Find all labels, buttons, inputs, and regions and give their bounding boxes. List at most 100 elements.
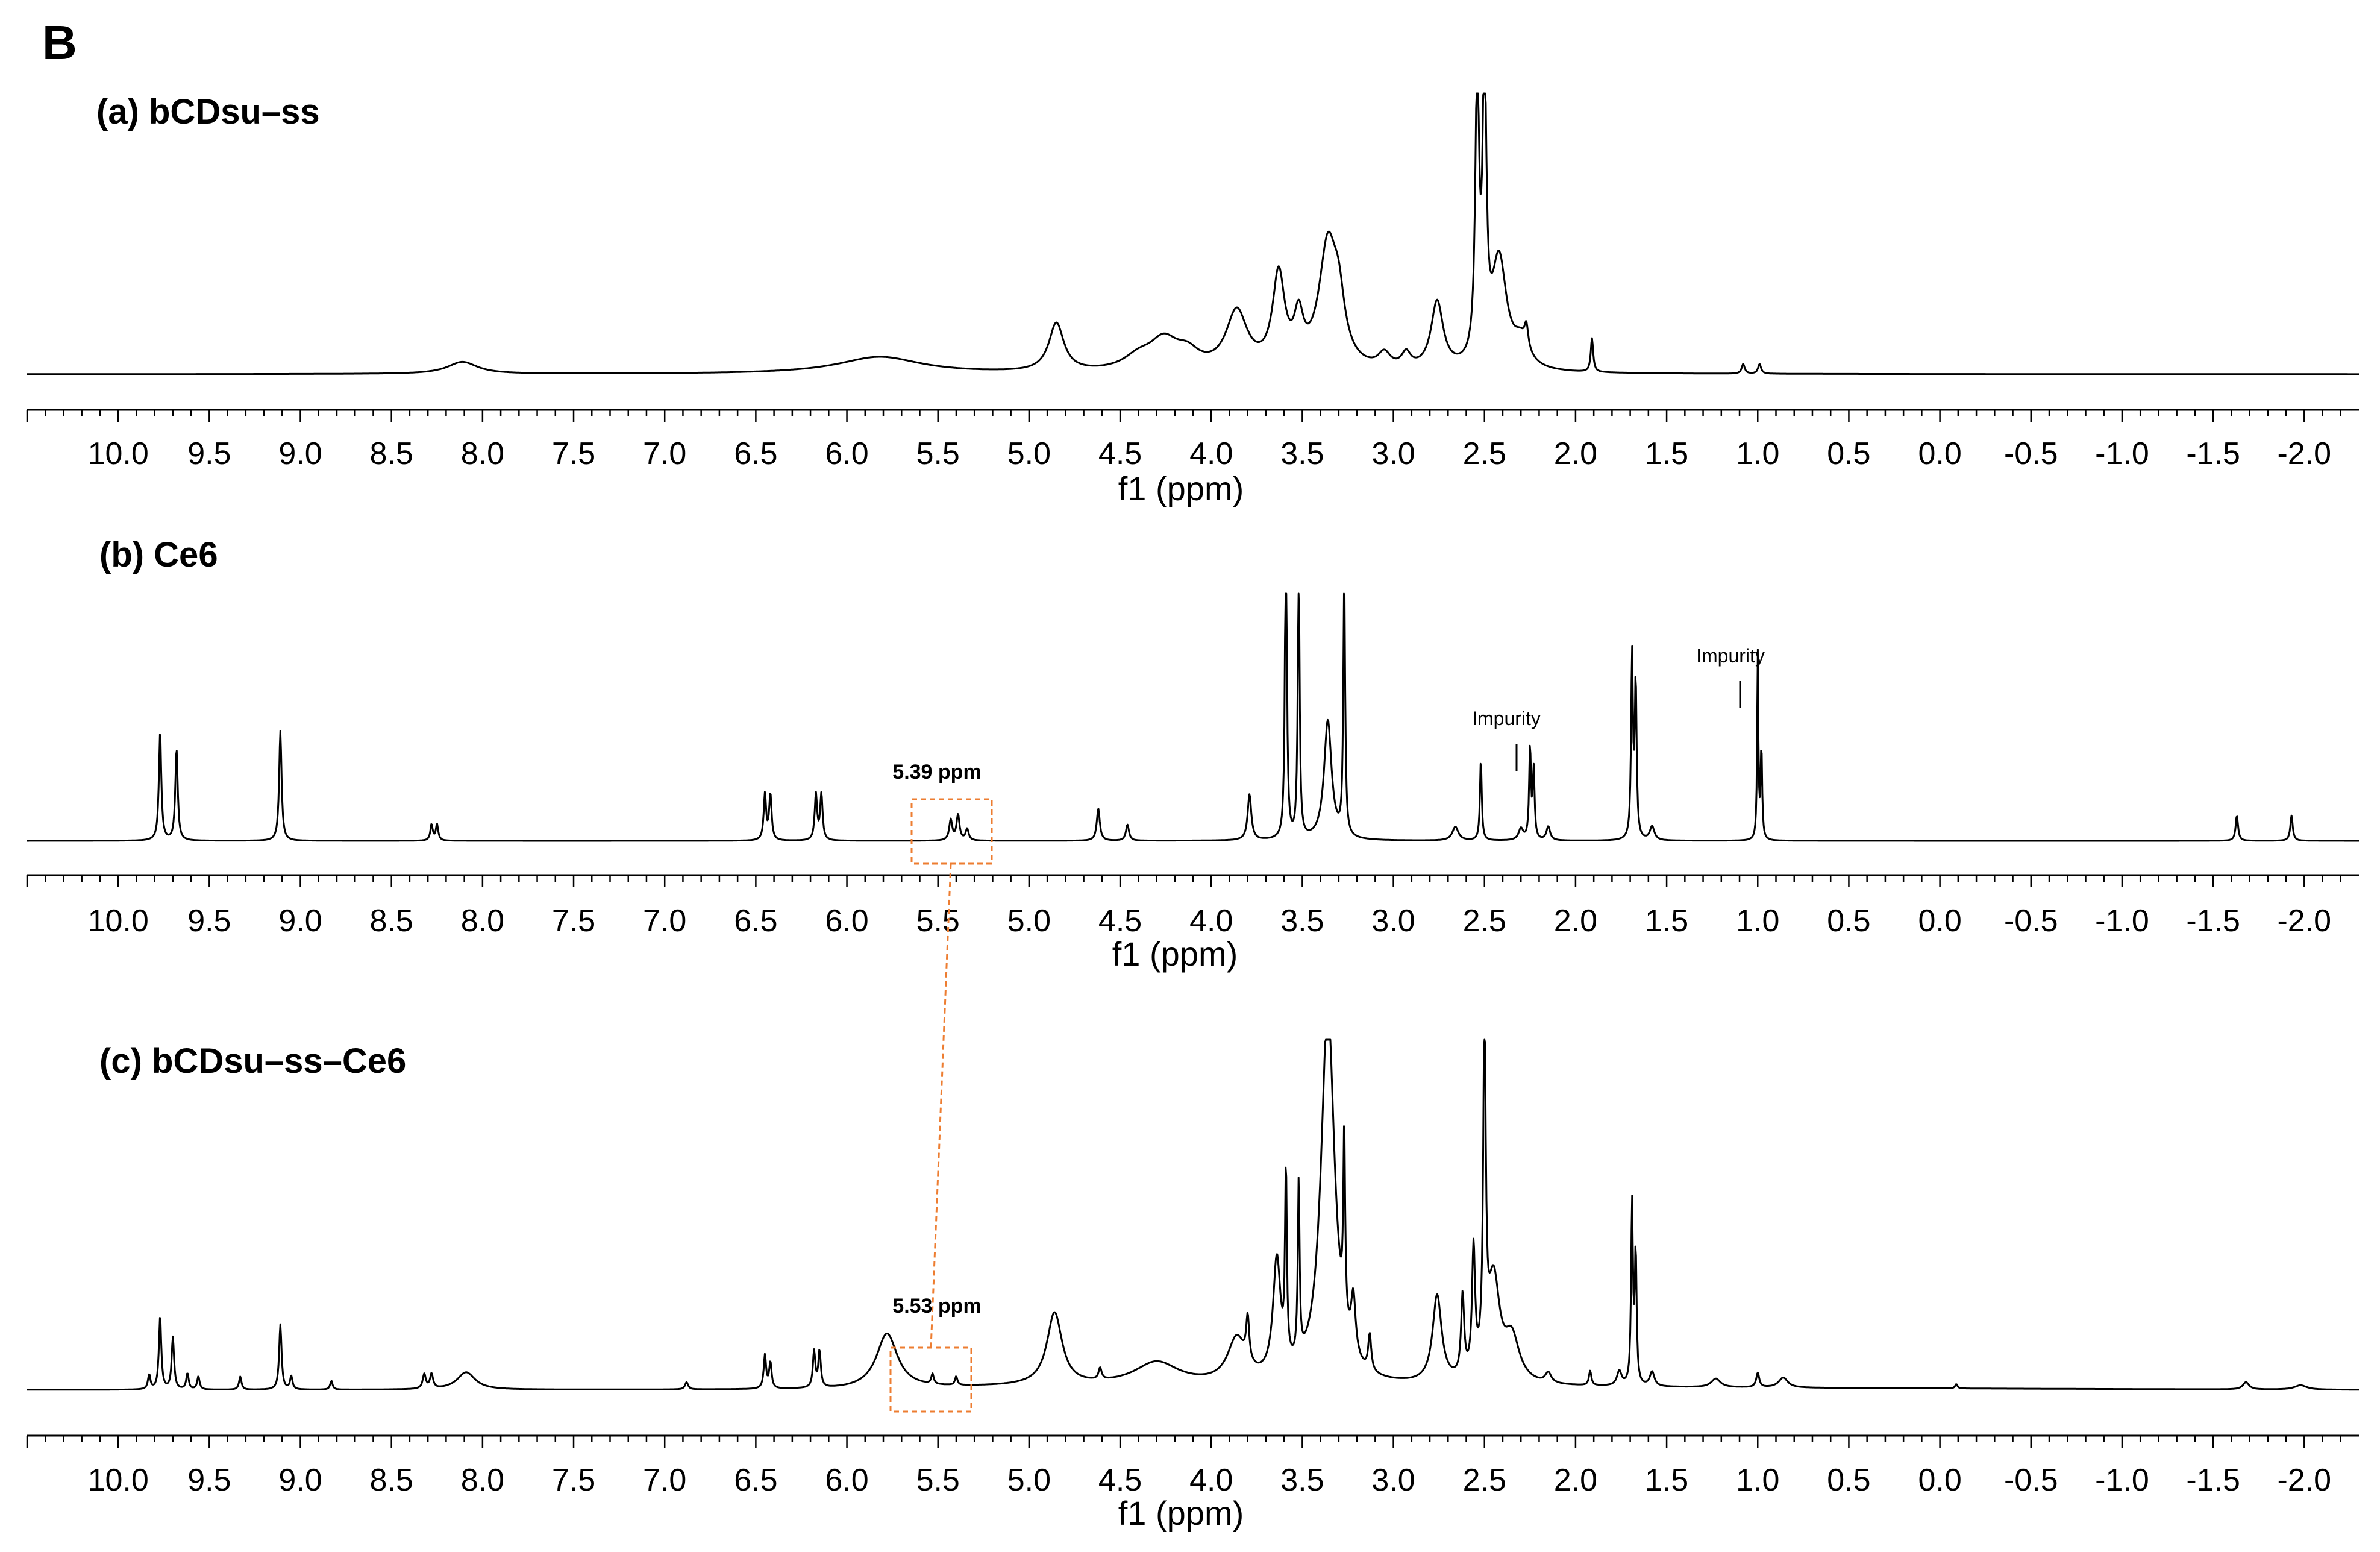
tick-label: 9.0	[278, 436, 322, 471]
tick-label: -1.0	[2095, 436, 2149, 471]
tick-label: 2.5	[1463, 903, 1506, 938]
panel-b-ticks	[26, 875, 2342, 887]
tick-label: 3.5	[1280, 903, 1324, 938]
peak-label-5-39: 5.39 ppm	[892, 761, 981, 784]
tick-label: 8.0	[461, 436, 504, 471]
panel-a-title: (a) bCDsu–ss	[96, 92, 320, 131]
tick-label: 4.0	[1189, 1463, 1233, 1498]
tick-label: 2.0	[1554, 436, 1597, 471]
tick-label: 0.0	[1918, 903, 1961, 938]
tick-label: 5.0	[1007, 1463, 1051, 1498]
panel-a: (a) bCDsu–ss 10.0 9.5 9.0 8.5 8.0 7.5 7.0 6.5 6.…	[26, 92, 2360, 507]
tick-label: 9.5	[187, 903, 231, 938]
tick-label: -0.5	[2004, 1463, 2058, 1498]
figure-label: B	[42, 16, 77, 69]
tick-label: 10.0	[88, 436, 149, 471]
tick-label: -2.0	[2277, 903, 2331, 938]
tick-label: 2.5	[1463, 1463, 1506, 1498]
tick-label: 7.0	[643, 903, 686, 938]
tick-label: 1.5	[1645, 436, 1688, 471]
tick-label: 1.0	[1736, 1463, 1779, 1498]
tick-label: 6.0	[825, 436, 868, 471]
tick-label: 1.5	[1645, 903, 1688, 938]
tick-label: 4.5	[1098, 1463, 1142, 1498]
panel-c-ticks	[26, 1436, 2342, 1448]
tick-label: 6.5	[734, 436, 777, 471]
tick-label: 9.0	[278, 1463, 322, 1498]
tick-label: 0.0	[1918, 436, 1961, 471]
tick-label: 0.5	[1827, 436, 1870, 471]
panel-a-spectrum	[27, 92, 2360, 375]
tick-label: 3.5	[1280, 1463, 1324, 1498]
panel-c-tick-labels: 10.0 9.5 9.0 8.5 8.0 7.5 7.0 6.5 6.0 5.5 5.0 4.5 4.0…	[88, 1463, 2332, 1498]
panel-b-tick-labels: 10.0 9.5 9.0 8.5 8.0 7.5 7.0 6.5 6.0 5.5 5.0 4.5 4.0…	[88, 903, 2332, 938]
tick-label: 2.0	[1554, 1463, 1597, 1498]
tick-label: 3.0	[1371, 1463, 1415, 1498]
tick-label: 8.0	[461, 1463, 504, 1498]
tick-label: 1.5	[1645, 1463, 1688, 1498]
tick-label: 5.0	[1007, 436, 1051, 471]
tick-label: 5.0	[1007, 903, 1051, 938]
tick-label: 0.0	[1918, 1463, 1961, 1498]
tick-label: -2.0	[2277, 1463, 2331, 1498]
impurity-label-1: Impurity	[1472, 708, 1541, 729]
tick-label: 4.0	[1189, 903, 1233, 938]
panel-a-x-label: f1 (ppm)	[1118, 470, 1244, 507]
tick-label: 5.5	[916, 1463, 960, 1498]
tick-label: 7.5	[552, 1463, 595, 1498]
tick-label: 6.0	[825, 903, 868, 938]
panel-c-spectrum	[27, 1038, 2360, 1391]
tick-label: 5.5	[916, 436, 960, 471]
tick-label: 4.0	[1189, 436, 1233, 471]
tick-label: 5.5	[916, 903, 960, 938]
tick-label: 6.0	[825, 1463, 868, 1498]
panel-b: (b) Ce6 10.0 9.5 9.0 8.5 8.0 7.5 7.0 6.5 6.0 5.5 5…	[26, 535, 2360, 973]
tick-label: 8.5	[370, 903, 413, 938]
tick-label: 4.5	[1098, 436, 1142, 471]
panel-c-x-label: f1 (ppm)	[1118, 1494, 1244, 1532]
tick-label: -2.0	[2277, 436, 2331, 471]
tick-label: 3.0	[1371, 903, 1415, 938]
tick-label: 7.0	[643, 436, 686, 471]
tick-label: 7.5	[552, 436, 595, 471]
tick-label: 9.0	[278, 903, 322, 938]
tick-label: -0.5	[2004, 436, 2058, 471]
tick-label: 9.5	[187, 1463, 231, 1498]
tick-label: 8.5	[370, 436, 413, 471]
tick-label: 10.0	[88, 903, 149, 938]
tick-label: 6.5	[734, 903, 777, 938]
tick-label: 7.5	[552, 903, 595, 938]
panel-b-x-label: f1 (ppm)	[1112, 935, 1238, 973]
tick-label: 3.0	[1371, 436, 1415, 471]
tick-label: 6.5	[734, 1463, 777, 1498]
panel-c-title: (c) bCDsu–ss–Ce6	[99, 1041, 406, 1081]
tick-label: -1.5	[2186, 903, 2240, 938]
tick-label: -1.0	[2095, 1463, 2149, 1498]
tick-label: 2.5	[1463, 436, 1506, 471]
highlight-box-b	[910, 798, 993, 865]
panel-b-spectrum	[27, 592, 2360, 842]
peak-label-5-53: 5.53 ppm	[892, 1295, 981, 1318]
tick-label: 3.5	[1280, 436, 1324, 471]
tick-label: 9.5	[187, 436, 231, 471]
tick-label: 10.0	[88, 1463, 149, 1498]
tick-label: -0.5	[2004, 903, 2058, 938]
panel-a-tick-labels: 10.0 9.5 9.0 8.5 8.0 7.5 7.0 6.5 6.0 5.5 5.0 4.5 4.0…	[88, 436, 2332, 471]
tick-label: -1.0	[2095, 903, 2149, 938]
tick-label: 7.0	[643, 1463, 686, 1498]
panel-c: (c) bCDsu–ss–Ce6 10.0 9.5 9.0 8.5 8.0 7.5 7.0 6…	[26, 1038, 2360, 1532]
tick-label: 2.0	[1554, 903, 1597, 938]
tick-label: 4.5	[1098, 903, 1142, 938]
tick-label: 8.0	[461, 903, 504, 938]
tick-label: 1.0	[1736, 436, 1779, 471]
impurity-label-2: Impurity	[1696, 645, 1765, 667]
panel-b-title: (b) Ce6	[99, 535, 218, 574]
tick-label: 0.5	[1827, 1463, 1870, 1498]
tick-label: -1.5	[2186, 1463, 2240, 1498]
tick-label: 1.0	[1736, 903, 1779, 938]
panel-a-ticks	[26, 410, 2342, 422]
tick-label: 0.5	[1827, 903, 1870, 938]
tick-label: 8.5	[370, 1463, 413, 1498]
highlight-box-c	[889, 1346, 972, 1413]
